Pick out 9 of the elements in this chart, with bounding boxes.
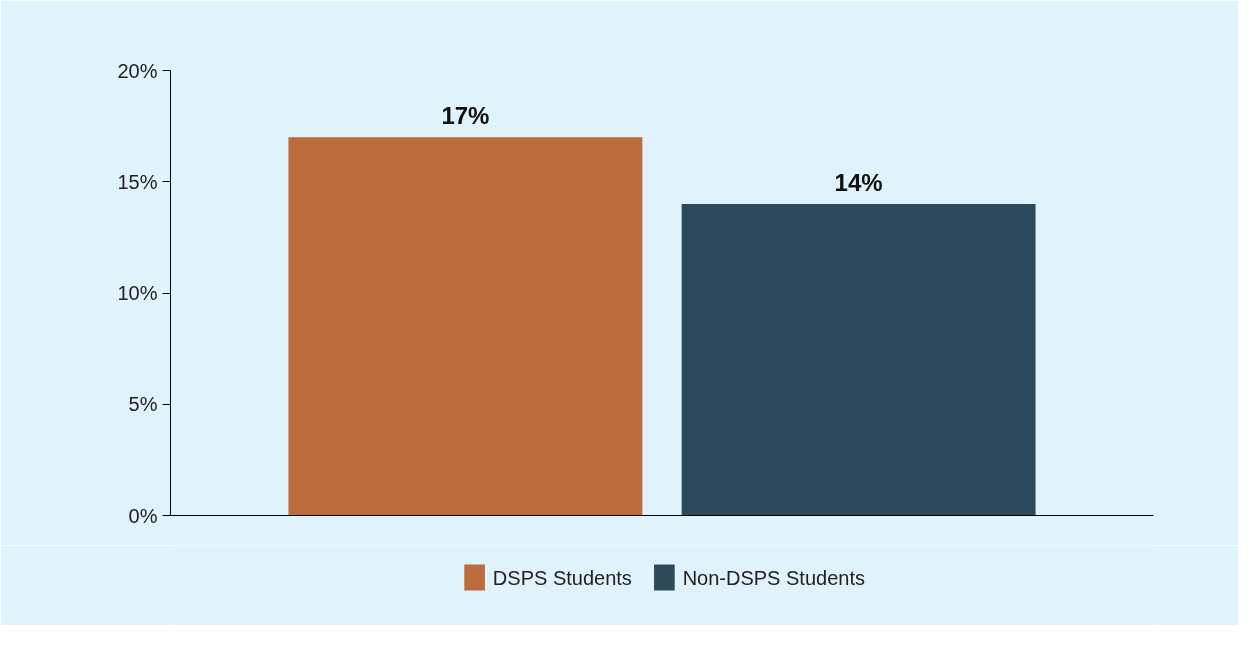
y-tick-label: 0% xyxy=(128,504,158,527)
y-tick-label: 5% xyxy=(128,393,158,416)
legend-label: DSPS Students xyxy=(492,566,632,589)
data-label: 17% xyxy=(441,102,490,130)
data-label: 14% xyxy=(834,169,883,196)
legend-label: Non-DSPS Students xyxy=(682,566,865,589)
y-tick-label: 15% xyxy=(117,170,158,193)
y-tick-label: 10% xyxy=(117,282,158,304)
y-tick-label: 20% xyxy=(117,59,158,82)
